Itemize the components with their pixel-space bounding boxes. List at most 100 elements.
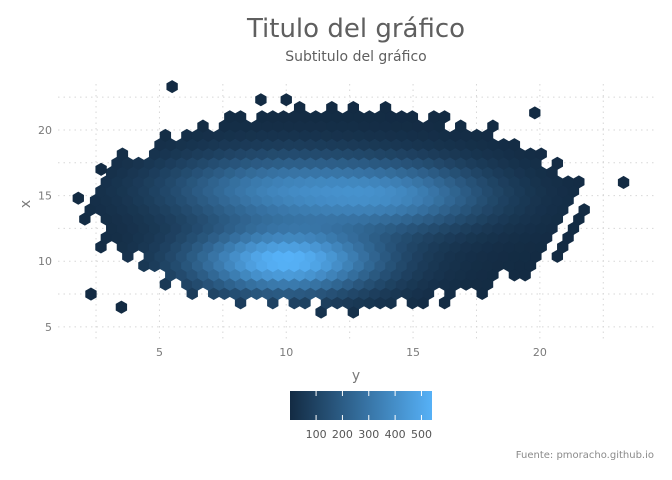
- hex-bin: [342, 184, 354, 198]
- hex-bin: [165, 249, 177, 263]
- hex-bin: [353, 240, 365, 254]
- hex-bin: [143, 212, 155, 226]
- hex-bin: [422, 249, 435, 263]
- hex-bin: [229, 119, 241, 133]
- hex-bin: [363, 203, 376, 217]
- hex-bin: [508, 268, 521, 282]
- hex-bin: [374, 110, 386, 124]
- hex-bin: [385, 110, 397, 124]
- hex-bin: [390, 212, 402, 226]
- hex-bin: [465, 138, 478, 152]
- hex-bin: [369, 193, 381, 208]
- hex-bin: [186, 138, 198, 152]
- hex-bin: [175, 268, 188, 282]
- hex-bin: [250, 119, 263, 133]
- hex-bin: [272, 212, 284, 226]
- hex-bin: [315, 175, 327, 189]
- hex-bin: [95, 240, 107, 254]
- hex-bin: [256, 128, 268, 142]
- chart-subtitle: Subtitulo del gráfico: [285, 49, 426, 65]
- hex-bin: [401, 193, 413, 208]
- hex-bin: [342, 277, 354, 291]
- hex-bin: [417, 221, 429, 235]
- hex-bin: [288, 296, 300, 310]
- hex-bin: [379, 286, 392, 301]
- hex-bin: [122, 231, 134, 245]
- hex-bin: [293, 286, 306, 301]
- hex-bin: [492, 240, 504, 254]
- hex-bin: [433, 231, 445, 245]
- hex-bin: [310, 184, 322, 198]
- hex-bin: [283, 268, 295, 282]
- hex-bin: [465, 212, 478, 226]
- hex-bin: [159, 147, 172, 161]
- hex-bin: [369, 249, 381, 263]
- hex-bin: [374, 203, 386, 217]
- hex-bin: [530, 212, 542, 226]
- hex-bin: [519, 193, 531, 208]
- hex-bin: [175, 231, 188, 245]
- hex-bin: [444, 138, 456, 152]
- hex-bin: [315, 193, 327, 208]
- hex-bin: [438, 147, 451, 161]
- hex-bin: [218, 268, 231, 282]
- hex-bin: [342, 147, 354, 161]
- hex-bin: [433, 156, 445, 170]
- hex-bin: [234, 259, 247, 273]
- hex-bin: [476, 212, 488, 226]
- hex-bin: [535, 203, 547, 217]
- hex-bin: [401, 119, 413, 133]
- hex-bin: [261, 193, 274, 208]
- hex-bin: [165, 156, 177, 170]
- hex-bin: [444, 156, 456, 170]
- hex-bin: [465, 193, 478, 208]
- hex-bin: [191, 277, 204, 291]
- hex-bin: [299, 184, 311, 198]
- hex-bin: [116, 184, 129, 198]
- hex-bin: [122, 212, 134, 226]
- x-tick-label: 10: [279, 346, 293, 359]
- hex-bin: [342, 296, 354, 310]
- hex-bin: [476, 249, 488, 263]
- hex-bin: [395, 240, 408, 254]
- hex-bin: [433, 119, 445, 133]
- hex-bin: [304, 119, 317, 133]
- hex-bin: [240, 286, 252, 301]
- hex-bin: [283, 138, 295, 152]
- hex-bin: [390, 249, 402, 263]
- hex-bin: [326, 212, 338, 226]
- hex-bin: [283, 212, 295, 226]
- hex-bin: [363, 296, 376, 310]
- hex-bin: [79, 212, 91, 226]
- hex-bin: [224, 110, 236, 124]
- hex-bin: [229, 175, 241, 189]
- hex-bin: [277, 221, 290, 235]
- hex-bin: [336, 212, 349, 226]
- hex-bin: [229, 286, 241, 301]
- hex-bin: [395, 128, 408, 142]
- hex-bin: [202, 147, 215, 161]
- hex-bin: [267, 128, 279, 142]
- hex-bin: [524, 259, 537, 273]
- hex-bin: [310, 166, 322, 180]
- hex-bin: [181, 277, 193, 291]
- hex-bin: [524, 203, 537, 217]
- hex-bin: [170, 221, 182, 235]
- hex-bin: [331, 240, 343, 254]
- hex-bin: [277, 110, 290, 124]
- hex-bin: [293, 193, 306, 208]
- hex-bin: [422, 175, 435, 189]
- hex-bin: [165, 212, 177, 226]
- hex-bin: [358, 138, 370, 152]
- hex-bin: [89, 193, 102, 208]
- hex-bin: [363, 221, 376, 235]
- hex-bin: [428, 259, 440, 273]
- hex-bin: [379, 156, 392, 170]
- hex-bin: [240, 249, 252, 263]
- hex-bin: [385, 128, 397, 142]
- hex-bin: [406, 277, 419, 291]
- hex-bin: [390, 231, 402, 245]
- hex-bin: [395, 203, 408, 217]
- hex-bin: [320, 184, 333, 198]
- hex-bin: [288, 128, 300, 142]
